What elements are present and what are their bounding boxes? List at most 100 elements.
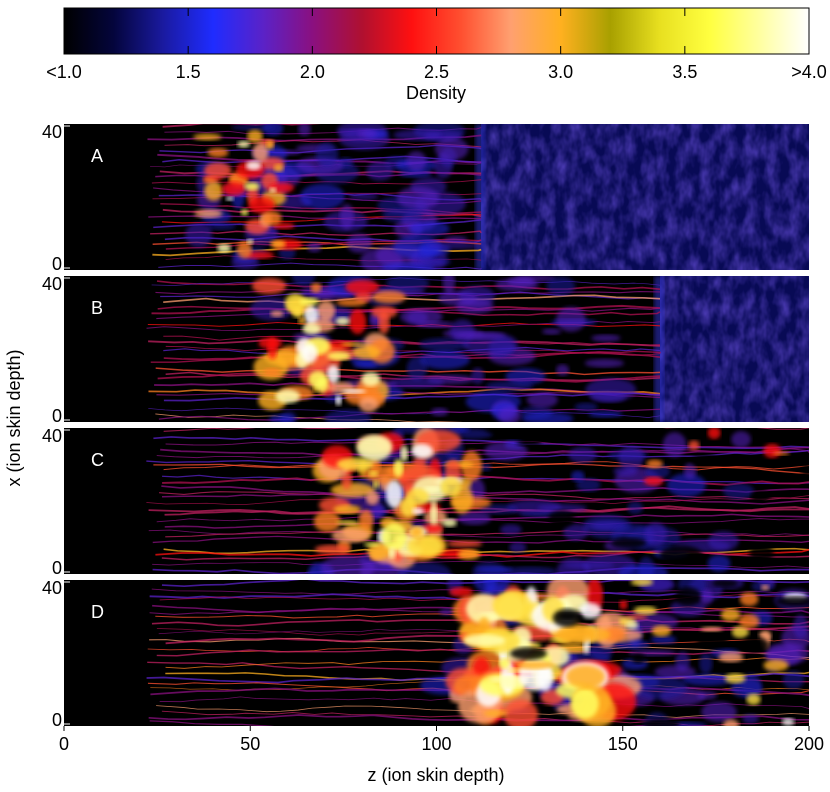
- density-filament: [163, 346, 661, 356]
- dense-core-blob: [457, 549, 481, 560]
- dense-core-hotspot: [411, 507, 425, 515]
- turbulent-blob: [731, 431, 751, 448]
- turbulent-blob: [339, 204, 355, 230]
- turbulent-blob: [741, 673, 762, 700]
- turbulent-blob: [644, 522, 667, 547]
- secondary-hotspot: [646, 459, 663, 469]
- turbulent-blob: [742, 713, 759, 724]
- turbulent-blob: [299, 183, 346, 210]
- dense-core-hotspot: [270, 240, 286, 249]
- dense-core-blob: [371, 290, 407, 304]
- dense-core-blob: [316, 300, 336, 322]
- dense-core-hotspot: [291, 307, 304, 318]
- secondary-hotspot: [633, 606, 658, 615]
- turbulent-blob: [618, 564, 669, 574]
- dense-core-blob: [207, 147, 229, 158]
- turbulent-blob: [568, 446, 597, 464]
- y-tick-label: 40: [42, 274, 62, 294]
- dense-core-blob: [449, 587, 473, 597]
- turbulent-blob: [591, 334, 621, 342]
- dense-core-blob: [358, 510, 374, 531]
- density-filament: [161, 485, 809, 496]
- turbulent-blob: [386, 276, 430, 292]
- dense-core-blob: [331, 528, 370, 543]
- density-cavity: [751, 490, 770, 503]
- shock-front-band: [475, 124, 486, 270]
- turbulent-blob: [357, 129, 378, 139]
- turbulent-blob: [563, 523, 589, 541]
- panel-separator: [64, 270, 809, 276]
- turbulent-blob: [320, 555, 376, 574]
- dense-core-blob: [446, 540, 483, 548]
- secondary-hotspot: [707, 428, 721, 440]
- dense-core-blob: [221, 181, 247, 196]
- dense-core-hotspot: [284, 293, 306, 313]
- density-cavity: [674, 587, 702, 607]
- turbulent-blob: [473, 580, 510, 594]
- turbulent-blob: [701, 701, 737, 723]
- secondary-hotspot: [724, 673, 746, 684]
- turbulent-blob: [618, 446, 644, 470]
- turbulent-blob: [442, 276, 456, 294]
- dense-core-blob: [273, 164, 284, 173]
- density-cavity: [552, 608, 583, 628]
- secondary-hotspot: [688, 440, 700, 451]
- dense-core-blob: [262, 210, 282, 226]
- density-filament: [161, 550, 809, 561]
- density-cavity: [548, 510, 575, 527]
- dense-core-hotspot: [393, 458, 404, 478]
- turbulent-blob: [485, 380, 534, 392]
- secondary-hotspot: [700, 626, 723, 632]
- density-filament: [163, 294, 661, 304]
- dense-core-blob: [603, 626, 625, 642]
- secondary-hotspot: [760, 584, 770, 591]
- dense-core-blob: [313, 510, 341, 532]
- density-cavity: [516, 440, 542, 447]
- turbulent-blob: [627, 501, 644, 515]
- turbulent-blob: [406, 151, 427, 171]
- turbulent-blob: [570, 470, 585, 482]
- density-filament: [164, 513, 809, 529]
- density-filament: [155, 413, 463, 422]
- dense-core-blob: [503, 699, 539, 726]
- turbulent-blob: [521, 412, 574, 422]
- x-tick-label: 200: [794, 734, 824, 754]
- turbulent-blob: [346, 233, 373, 254]
- dense-core-hotspot: [442, 518, 457, 527]
- dense-core-hotspot: [245, 160, 262, 171]
- y-tick-label: 40: [42, 122, 62, 142]
- colorbar: <1.0 1.5 2.0 2.5 3.0 3.5 >4.0 Density: [46, 7, 827, 103]
- turbulent-blob: [307, 563, 325, 574]
- x-tick-label: 0: [59, 734, 69, 754]
- density-cavity: [696, 633, 728, 649]
- density-cavity: [801, 464, 809, 477]
- dense-core-hotspot: [336, 457, 374, 471]
- dense-core-hotspot: [557, 623, 595, 644]
- turbulent-blob: [457, 511, 492, 526]
- turbulent-blob: [546, 276, 576, 296]
- turbulent-blob: [307, 241, 322, 253]
- dense-core-blob: [193, 133, 222, 141]
- turbulent-blob: [324, 409, 372, 422]
- turbulent-blob: [231, 254, 260, 270]
- dense-core-hotspot: [361, 371, 380, 387]
- secondary-hotspot: [739, 592, 759, 606]
- dense-core-hotspot: [302, 323, 321, 335]
- dense-core-hotspot: [388, 547, 396, 559]
- turbulent-blob: [697, 691, 717, 700]
- density-cavity: [659, 545, 703, 565]
- x-tick-label: 100: [421, 734, 451, 754]
- secondary-hotspot: [722, 719, 739, 726]
- turbulent-blob: [666, 473, 707, 498]
- turbulent-blob: [502, 566, 557, 574]
- dense-core-blob: [252, 142, 269, 162]
- dense-core-hotspot: [326, 351, 351, 361]
- turbulent-blob: [556, 557, 591, 574]
- dense-core-blob: [194, 209, 223, 218]
- upstream-texture: [481, 124, 809, 270]
- dense-core-blob: [349, 309, 367, 335]
- dense-core-blob: [271, 222, 295, 230]
- dense-core-blob: [204, 181, 223, 201]
- dense-core-blob: [412, 456, 427, 468]
